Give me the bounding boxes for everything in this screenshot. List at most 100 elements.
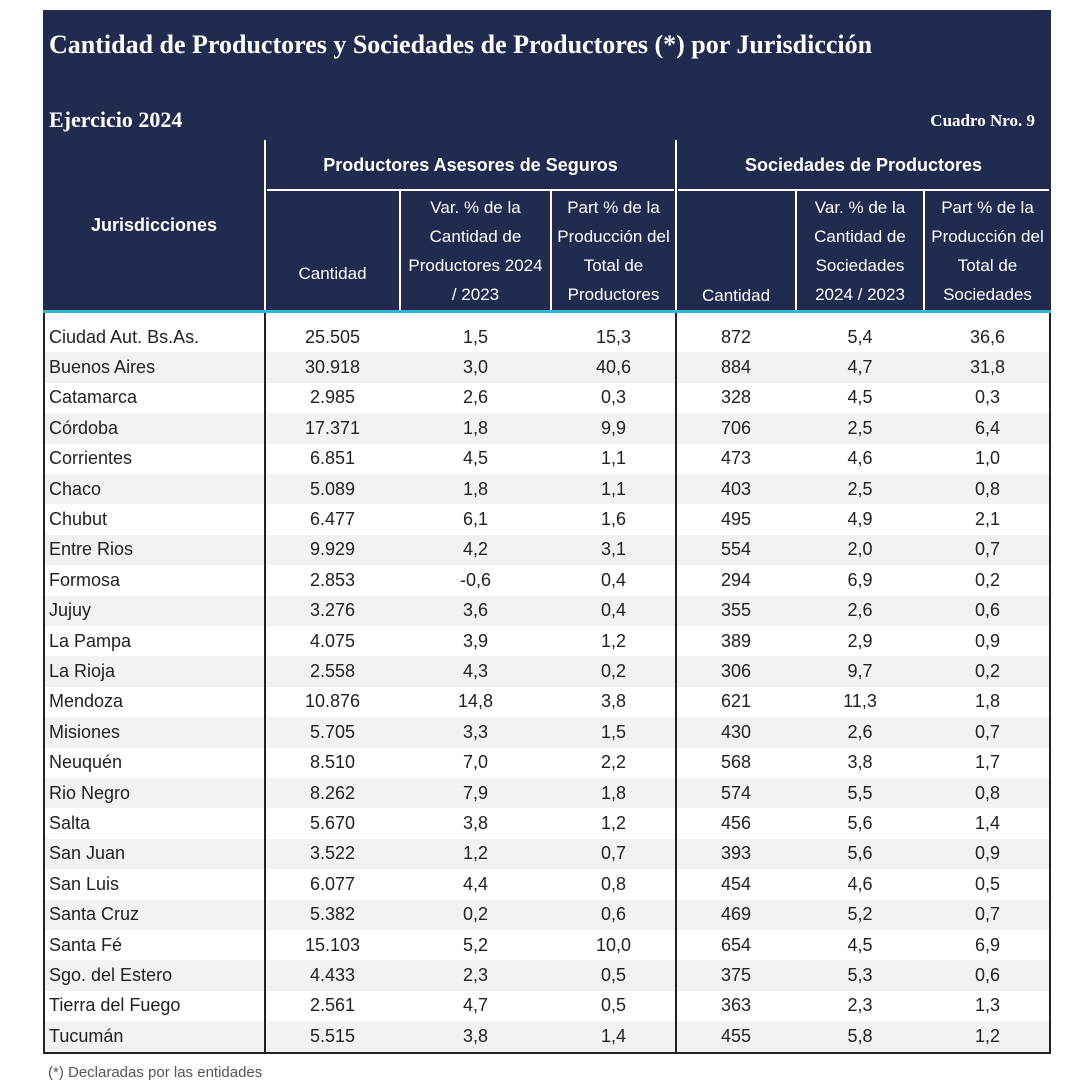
table-cell: 872 [720,326,752,347]
column-header: Cantidad [701,286,771,305]
table-cell: 2,2 [600,752,627,773]
table-cell: 5,6 [847,813,873,834]
jurisdiction-name: San Juan [49,843,126,864]
table-cell: 3,3 [462,721,489,742]
table-cell: 328 [720,387,752,408]
table-cell: 1,5 [600,721,627,742]
table-cell: 31,8 [969,357,1006,378]
table-cell: 6,9 [974,934,1001,955]
header-divider [675,140,677,310]
row-stripe [45,778,1049,809]
header-divider [399,191,401,310]
table-cell: 1,5 [462,326,489,347]
table-cell: 0,2 [974,661,1001,682]
table-cell: 4,7 [462,995,489,1016]
table-cell: 1,8 [462,478,489,499]
jurisdiction-name: Sgo. del Estero [49,965,173,986]
table-cell: 1,4 [974,813,1001,834]
row-stripe [45,474,1049,505]
header-divider [795,191,797,310]
table-cell: 9.929 [309,539,356,560]
table-cell: 0,9 [974,843,1001,864]
table-cell: 0,7 [974,539,1001,560]
table-cell: 2.558 [309,661,356,682]
table-cell: 6.077 [309,873,356,894]
jurisdiction-name: Chaco [49,478,102,499]
group-header: Sociedades de Productores [744,154,983,175]
table-cell: -0,6 [459,569,492,590]
table-cell: 1,2 [974,1025,1001,1046]
table-cell: 5.515 [309,1025,356,1046]
table-body-frame [43,313,1051,1054]
jurisdiction-name: Salta [49,813,91,834]
table-cell: 5,6 [847,843,873,864]
table-cell: 10.876 [304,691,361,712]
row-stripe [45,1021,1049,1052]
table-cell: 4,5 [462,448,489,469]
table-cell: 1,2 [600,630,627,651]
table-cell: 5.089 [309,478,356,499]
table-cell: 0,7 [974,721,1001,742]
table-cell: 2,1 [974,509,1001,530]
table-cell: 0,2 [974,569,1001,590]
body-divider [675,313,677,1054]
column-header: Part % de la Producción del Total de Soc… [931,197,1044,304]
table-cell: 2,6 [847,721,873,742]
jurisdiction-name: Buenos Aires [49,357,156,378]
table-cell: 30.918 [304,357,361,378]
table-cell: 3,8 [600,691,627,712]
table-cell: 389 [720,630,752,651]
table-cell: 10,0 [595,934,632,955]
table-cell: 473 [720,448,752,469]
table-cell: 1,8 [600,782,627,803]
table-cell: 25.505 [304,326,361,347]
table-cell: 1,1 [600,478,627,499]
table-cell: 17.371 [304,417,361,438]
table-cell: 0,3 [974,387,1001,408]
table-cell: 3,8 [847,752,873,773]
table-cell: 456 [720,813,752,834]
jurisdiction-name: Santa Fé [49,934,123,955]
row-stripe [45,960,1049,991]
row-stripe [45,717,1049,748]
table-cell: 3,8 [462,813,489,834]
table-cell: 1,4 [600,1025,627,1046]
table-cell: 554 [720,539,752,560]
table-cell: 469 [720,904,752,925]
jurisdiction-name: Catamarca [49,387,138,408]
header-rule [678,189,1049,191]
table-cell: 884 [720,357,752,378]
row-stripe [45,899,1049,930]
table-cell: 0,7 [600,843,627,864]
table-cell: 4,2 [462,539,489,560]
jurisdiction-name: San Luis [49,873,120,894]
table-cell: 403 [720,478,752,499]
jurisdiction-name: Misiones [49,721,121,742]
table-cell: 0,4 [600,569,627,590]
table-cell: 6,9 [847,569,873,590]
table-cell: 2.561 [309,995,356,1016]
table-cell: 454 [720,873,752,894]
row-header: Jurisdicciones [90,214,218,235]
table-cell: 5,2 [462,934,489,955]
row-stripe [45,352,1049,383]
jurisdiction-name: Ciudad Aut. Bs.As. [49,326,200,347]
table-cell: 0,8 [974,782,1001,803]
jurisdiction-name: Jujuy [49,600,92,621]
table-cell: 2,6 [462,387,489,408]
table-cell: 1,7 [974,752,1001,773]
table-cell: 5,5 [847,782,873,803]
table-cell: 5,8 [847,1025,873,1046]
header-rule [267,189,674,191]
table-cell: 495 [720,509,752,530]
table-cell: 15.103 [304,934,361,955]
group-header: Productores Asesores de Seguros [323,154,618,175]
jurisdiction-name: Córdoba [49,417,119,438]
table-cell: 2,0 [847,539,873,560]
table-cell: 4,4 [462,873,489,894]
table-cell: 4.433 [309,965,356,986]
table-cell: 3,0 [462,357,489,378]
jurisdiction-name: Tucumán [49,1025,124,1046]
table-cell: 1,2 [462,843,489,864]
